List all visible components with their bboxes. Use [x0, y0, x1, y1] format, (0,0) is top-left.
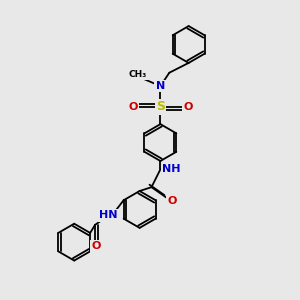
Text: HN: HN	[99, 210, 118, 220]
Text: O: O	[128, 102, 137, 112]
Text: N: N	[156, 81, 165, 91]
Text: CH₃: CH₃	[129, 70, 147, 79]
Text: NH: NH	[162, 164, 181, 174]
Text: O: O	[92, 241, 101, 251]
Text: S: S	[156, 100, 165, 113]
Text: O: O	[183, 102, 193, 112]
Text: O: O	[167, 196, 176, 206]
